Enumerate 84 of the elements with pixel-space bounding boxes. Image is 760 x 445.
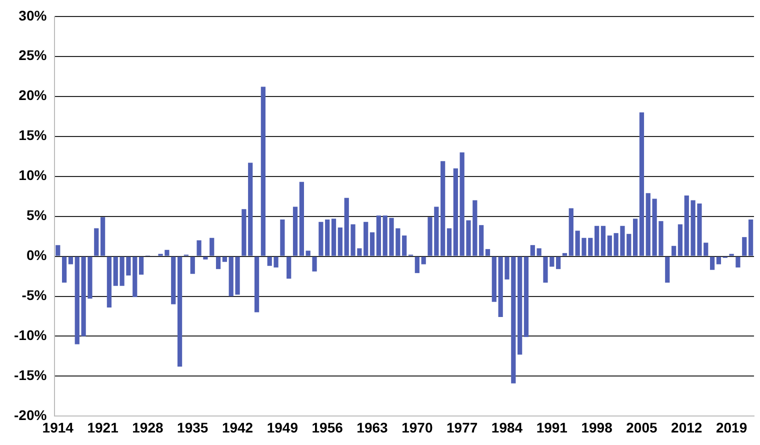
bar	[402, 235, 407, 256]
bar	[594, 226, 600, 256]
bar	[446, 228, 452, 256]
bar	[190, 256, 195, 274]
bar	[671, 246, 676, 256]
bar	[216, 256, 221, 270]
x-tick-label: 1984	[491, 419, 523, 436]
x-tick-label: 2019	[716, 419, 748, 436]
bar	[222, 256, 228, 262]
bar	[94, 228, 99, 256]
bar	[421, 256, 426, 264]
y-tick-label: 10%	[18, 167, 48, 184]
y-tick-label: 30%	[18, 7, 48, 24]
bar	[530, 245, 535, 256]
bar	[299, 182, 304, 256]
bar	[678, 224, 683, 256]
bar	[453, 168, 458, 256]
bar	[665, 256, 670, 283]
bar	[600, 226, 606, 256]
bar	[280, 220, 285, 256]
y-tick-label: 0%	[26, 247, 48, 264]
bar	[203, 256, 208, 260]
x-tick-label: 1998	[581, 419, 613, 436]
x-tick-label: 1935	[177, 419, 208, 436]
bar	[210, 238, 214, 256]
bar	[331, 218, 336, 256]
x-tick-label: 1977	[446, 419, 478, 436]
bar	[312, 256, 317, 272]
bar	[568, 208, 574, 256]
bar	[100, 217, 106, 256]
bar	[138, 256, 144, 275]
y-tick-label: 25%	[18, 47, 48, 64]
bar	[177, 256, 182, 367]
bar	[485, 249, 490, 256]
x-tick-label: 1991	[536, 419, 568, 436]
bar	[716, 256, 722, 264]
y-tick-label: 20%	[18, 87, 48, 104]
x-tick-label: 2012	[671, 419, 702, 436]
bar	[639, 112, 644, 256]
y-tick-label: 5%	[26, 207, 48, 224]
x-tick-label: 2005	[626, 419, 658, 436]
x-tick-label: 1928	[132, 419, 164, 436]
bar	[286, 256, 292, 279]
bar	[518, 256, 522, 355]
bar	[68, 256, 74, 264]
bar	[414, 256, 420, 274]
bar	[524, 256, 529, 338]
y-tick-label: -10%	[14, 327, 48, 344]
y-tick-label: 15%	[18, 127, 48, 144]
bar	[338, 227, 342, 256]
bar	[254, 256, 260, 312]
bar	[171, 256, 176, 304]
bar	[736, 256, 740, 268]
bar	[536, 248, 542, 256]
bar	[607, 235, 612, 256]
bar	[292, 206, 298, 256]
bar	[364, 222, 368, 256]
x-tick-label: 1942	[222, 419, 254, 436]
bar	[556, 256, 561, 270]
bar	[62, 256, 67, 283]
bar	[318, 222, 324, 256]
bar	[260, 86, 266, 256]
bar	[710, 256, 715, 270]
bar	[633, 218, 638, 256]
bar	[748, 220, 754, 256]
x-tick-label: 1956	[312, 419, 344, 436]
x-tick-label: 1970	[402, 419, 433, 436]
x-tick-label: 1949	[266, 419, 298, 436]
bar	[196, 240, 202, 256]
bar	[492, 256, 496, 302]
bar	[306, 250, 310, 256]
bar	[56, 245, 60, 256]
bar	[376, 216, 381, 256]
x-tick-label: 1921	[87, 419, 119, 436]
bar	[479, 225, 484, 256]
bar	[562, 253, 568, 256]
bar	[440, 161, 446, 256]
y-tick-label: -15%	[14, 367, 48, 384]
bar	[106, 256, 112, 308]
bar	[742, 237, 747, 256]
y-tick-label: -5%	[22, 287, 48, 304]
bar	[370, 232, 375, 256]
x-tick-label: 1963	[356, 419, 388, 436]
bar	[325, 220, 330, 256]
